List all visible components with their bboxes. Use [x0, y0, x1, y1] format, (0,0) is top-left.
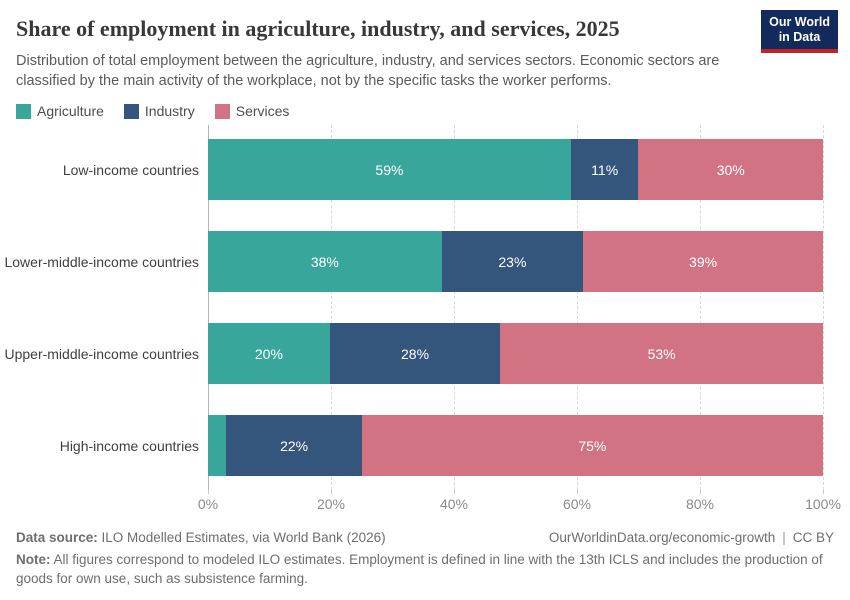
bar-segment-services[interactable]: 30% [638, 139, 823, 201]
bar-row: Low-income countries 59% 11% 30% [63, 139, 823, 201]
bar-segment-services[interactable]: 53% [500, 323, 823, 385]
row-label: Upper-middle-income countries [4, 345, 199, 362]
stacked-bar: 20% 28% 53% [208, 323, 823, 385]
citation-link[interactable]: OurWorldinData.org/economic-growth [548, 530, 776, 546]
stacked-bar: 38% 23% 39% [208, 231, 823, 293]
bar-row: High-income countries 22% 75% [60, 415, 823, 477]
chart-note: Note: All figures correspond to modeled … [16, 551, 834, 589]
bar-segment-agriculture[interactable]: 38% [208, 231, 442, 293]
x-tickmark [331, 490, 332, 495]
source-row: Data source: ILO Modelled Estimates, via… [16, 530, 834, 545]
gridline [823, 125, 824, 491]
bar-rows: Low-income countries 59% 11% 30% Lower-middl… [4, 125, 823, 490]
x-axis: 0% 20% 40% 60% 80% 100% [198, 490, 841, 518]
chart-subtitle: Distribution of total employment between… [16, 53, 720, 89]
x-tick-label: 0% [197, 496, 219, 513]
owid-logo-line1: Our World [769, 15, 830, 29]
bar-segment-agriculture[interactable]: 20% [208, 323, 330, 385]
legend-swatch-icon [214, 103, 230, 119]
legend-item-industry: Industry [123, 103, 195, 120]
data-source-text: ILO Modelled Estimates, via World Bank (… [97, 530, 386, 546]
legend-item-label: Services [235, 103, 290, 120]
stacked-bar: 22% 75% [208, 415, 823, 477]
legend-item-agriculture: Agriculture [16, 103, 104, 119]
row-label: High-income countries [59, 437, 199, 454]
data-source-label: Data source: [16, 530, 98, 546]
legend-item-label: Agriculture [37, 103, 104, 120]
chart-header: Share of employment in agriculture, indu… [0, 0, 850, 91]
data-source: Data source: ILO Modelled Estimates, via… [16, 530, 386, 545]
bar-segment-industry[interactable]: 11% [570, 139, 639, 201]
legend-item-label: Industry [144, 103, 195, 120]
owid-logo: Our World in Data [761, 10, 838, 53]
x-tickmark [454, 490, 455, 495]
bar-segment-services[interactable]: 39% [583, 231, 823, 293]
x-tick-label: 60% [562, 496, 592, 513]
x-tick-label: 100% [805, 496, 841, 513]
owid-logo-line2: in Data [778, 30, 821, 44]
bar-segment-industry[interactable]: 22% [226, 415, 362, 477]
x-tickmark [823, 490, 824, 495]
page-title: Share of employment in agriculture, indu… [16, 16, 620, 41]
x-tickmark [208, 490, 209, 495]
bar-segment-industry[interactable]: 23% [441, 231, 584, 293]
x-tickmark [700, 490, 701, 495]
legend-swatch-icon [16, 103, 31, 119]
citation-separator: | [782, 530, 786, 546]
x-tick-label: 40% [439, 496, 469, 513]
note-label: Note: [16, 552, 51, 568]
legend: Agriculture Industry Services [0, 103, 850, 119]
chart-footer: Data source: ILO Modelled Estimates, via… [0, 518, 850, 589]
bar-segment-services[interactable]: 75% [361, 415, 823, 477]
bar-segment-agriculture[interactable] [208, 415, 227, 477]
stacked-bar: 59% 11% 30% [208, 139, 823, 201]
license-badge: CC BY [792, 530, 834, 546]
bar-row: Lower-middle-income countries 38% 23% 39% [4, 231, 823, 293]
bar-segment-agriculture[interactable]: 59% [208, 139, 571, 201]
chart-area: Low-income countries 59% 11% 30% Lower-middl… [0, 125, 850, 518]
row-label: Lower-middle-income countries [4, 253, 199, 270]
note-text: All figures correspond to modeled ILO es… [16, 552, 823, 587]
legend-item-services: Services [214, 103, 290, 120]
x-tick-label: 20% [316, 496, 346, 513]
citation: OurWorldinData.org/economic-growth | CC … [549, 530, 834, 545]
bar-row: Upper-middle-income countries 20% 28% 53% [4, 323, 823, 385]
x-tickmark [577, 490, 578, 495]
row-label: Low-income countries [62, 161, 199, 178]
bar-segment-industry[interactable]: 28% [329, 323, 501, 385]
legend-swatch-icon [123, 103, 139, 119]
x-tick-label: 80% [685, 496, 715, 513]
